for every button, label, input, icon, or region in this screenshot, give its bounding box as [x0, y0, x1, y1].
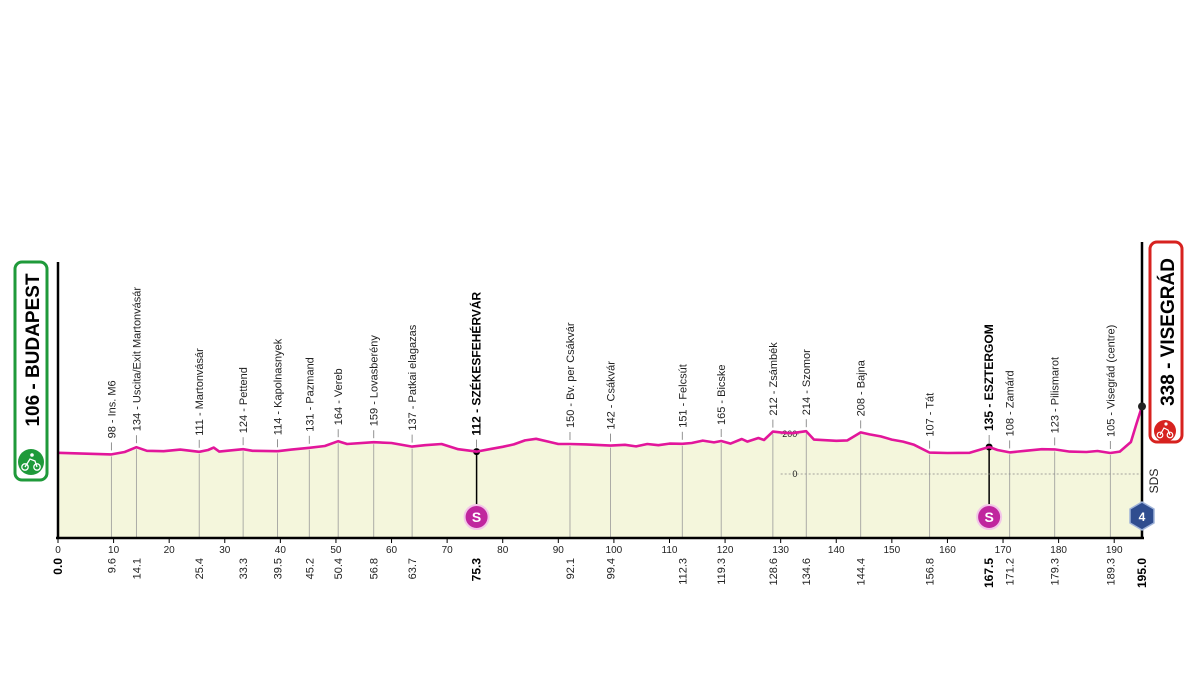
- waypoint-name-label: 151 - Felcsút: [677, 364, 689, 428]
- plot-area: 200 0: [56, 242, 1144, 540]
- x-tick-label: 170: [995, 545, 1012, 556]
- waypoint-name-label: 159 - Lovasberény: [369, 335, 381, 427]
- x-tick-label: 180: [1050, 545, 1067, 556]
- waypoint-km-label: 50.4: [333, 558, 345, 579]
- waypoint-name-label: 134 - Uscita/Exit Martonvásár: [131, 287, 143, 432]
- waypoint-name-label: 123 - Pilismarot: [1050, 357, 1062, 433]
- waypoint-km-label: 25.4: [194, 558, 206, 579]
- start-km-label: 0.0: [51, 558, 65, 575]
- sds-badge: 4: [1129, 501, 1155, 531]
- x-tick-label: 60: [386, 545, 398, 556]
- finish-cyclist-icon: [1154, 420, 1176, 442]
- waypoint-name-label: 135 - ESZTERGOM: [982, 324, 996, 431]
- waypoint-km-label: 171.2: [1005, 558, 1017, 586]
- sprint-icon-letter: S: [472, 509, 481, 525]
- waypoint-name-label: 112 - SZÉKESFEHÉRVÁR: [469, 291, 484, 435]
- waypoint-km-label: 14.1: [131, 558, 143, 579]
- waypoint-name-label: 142 - Csákvár: [606, 361, 618, 430]
- waypoint-km-label: 134.6: [801, 558, 813, 586]
- waypoint-km-label: 167.5: [982, 558, 996, 588]
- waypoint-name-label: 111 - Martonvásár: [194, 348, 206, 436]
- finish-cyclist-glyph: [1156, 422, 1174, 439]
- start-location-label: 106 - BUDAPEST: [23, 273, 44, 426]
- x-tick-label: 70: [442, 545, 454, 556]
- intermediate-sprint-icon: [976, 504, 1003, 530]
- finish-point-marker: [1138, 402, 1146, 411]
- waypoint-km-label: 75.3: [470, 558, 484, 582]
- waypoint-km-label: 99.4: [606, 558, 618, 579]
- start-cyclist-glyph: [21, 453, 41, 471]
- finish-badge: 338 - VISEGRÁD: [1148, 240, 1184, 444]
- waypoint-km-label: 33.3: [238, 558, 250, 579]
- waypoint-km-label: 144.4: [856, 558, 868, 586]
- waypoint-km-label: 92.1: [565, 558, 577, 579]
- start-badge-frame: [13, 260, 49, 482]
- waypoint-name-label: 108 - Zamárd: [1005, 370, 1017, 436]
- waypoint-name-label: 214 - Szomor: [801, 349, 813, 415]
- x-tick-label: 0: [55, 545, 61, 556]
- finish-badge-frame: [1148, 240, 1184, 444]
- x-tick-label: 120: [717, 545, 734, 556]
- x-tick-label: 40: [275, 545, 287, 556]
- sds-badge-number: 4: [1139, 510, 1146, 524]
- waypoint-labels: 0.0 195.0 98 - Ins. M6 9.6 134 - Uscita/Exit…: [51, 287, 1149, 588]
- waypoint-km-label: 179.3: [1050, 558, 1062, 586]
- x-tick-label: 20: [164, 545, 176, 556]
- waypoint-km-label: 189.3: [1105, 558, 1117, 586]
- intermediate-sprint-icon: [463, 504, 490, 530]
- waypoint-km-label: 56.8: [369, 558, 381, 579]
- waypoint-name-label: 212 - Zsámbék: [768, 342, 780, 416]
- waypoint-km-label: 112.3: [677, 558, 689, 585]
- finish-km-label: 195.0: [1135, 558, 1149, 588]
- x-tick-label: 80: [497, 545, 509, 556]
- waypoint-name-label: 124 - Pettend: [238, 367, 250, 433]
- x-tick-label: 110: [662, 545, 678, 556]
- waypoint-km-label: 45.2: [304, 558, 316, 579]
- x-axis-ticks: 0 10 20 30 40 50 60 70 80 90 100 110 120 130 140 150 160…: [55, 538, 1123, 556]
- finish-location-label: 338 - VISEGRÁD: [1157, 258, 1179, 406]
- sprint-icon-letter: S: [984, 509, 993, 525]
- waypoint-km-label: 119.3: [716, 558, 728, 585]
- x-tick-label: 100: [606, 545, 623, 556]
- waypoint-km-label: 39.5: [273, 558, 285, 579]
- waypoint-km-label: 9.6: [106, 558, 118, 573]
- x-tick-label: 140: [828, 545, 845, 556]
- waypoint-drop-lines: [110, 419, 1111, 538]
- x-tick-label: 150: [884, 545, 901, 556]
- waypoint-name-label: 114 - Kapolnasnyek: [273, 338, 285, 435]
- start-badge: 106 - BUDAPEST: [13, 260, 49, 482]
- waypoint-name-label: 107 - Tát: [925, 393, 937, 437]
- waypoint-km-label: 128.6: [768, 558, 780, 586]
- elevation-line: [57, 406, 1144, 456]
- x-tick-label: 50: [330, 545, 342, 556]
- waypoint-name-label: 164 - Vereb: [333, 368, 345, 425]
- waypoint-km-label: 63.7: [407, 558, 419, 579]
- x-tick-label: 160: [939, 545, 956, 556]
- x-tick-label: 90: [553, 545, 565, 556]
- x-tick-label: 30: [219, 545, 231, 556]
- elevation-area: [58, 406, 1142, 538]
- waypoint-name-label: 150 - Bv. per Csákvár: [565, 322, 577, 428]
- altitude-reference-0-label: 0: [792, 469, 797, 479]
- x-tick-label: 130: [772, 545, 789, 556]
- x-tick-label: 10: [108, 545, 120, 556]
- waypoint-km-label: 156.8: [925, 558, 937, 586]
- start-cyclist-icon: [18, 449, 44, 475]
- waypoint-name-label: 98 - Ins. M6: [106, 380, 118, 438]
- waypoint-name-label: 131 - Pazmand: [304, 357, 316, 432]
- waypoint-name-label: 137 - Patkai elagazas: [407, 324, 419, 430]
- x-tick-label: 190: [1106, 545, 1123, 556]
- waypoint-name-label: 208 - Bajna: [856, 359, 868, 416]
- waypoint-name-label: 105 - Visegrád (centre): [1105, 325, 1117, 437]
- waypoint-name-label: 165 - Bicske: [716, 364, 728, 425]
- sds-label: SDS: [1147, 469, 1161, 494]
- sds-hexagon-icon: [1129, 501, 1155, 531]
